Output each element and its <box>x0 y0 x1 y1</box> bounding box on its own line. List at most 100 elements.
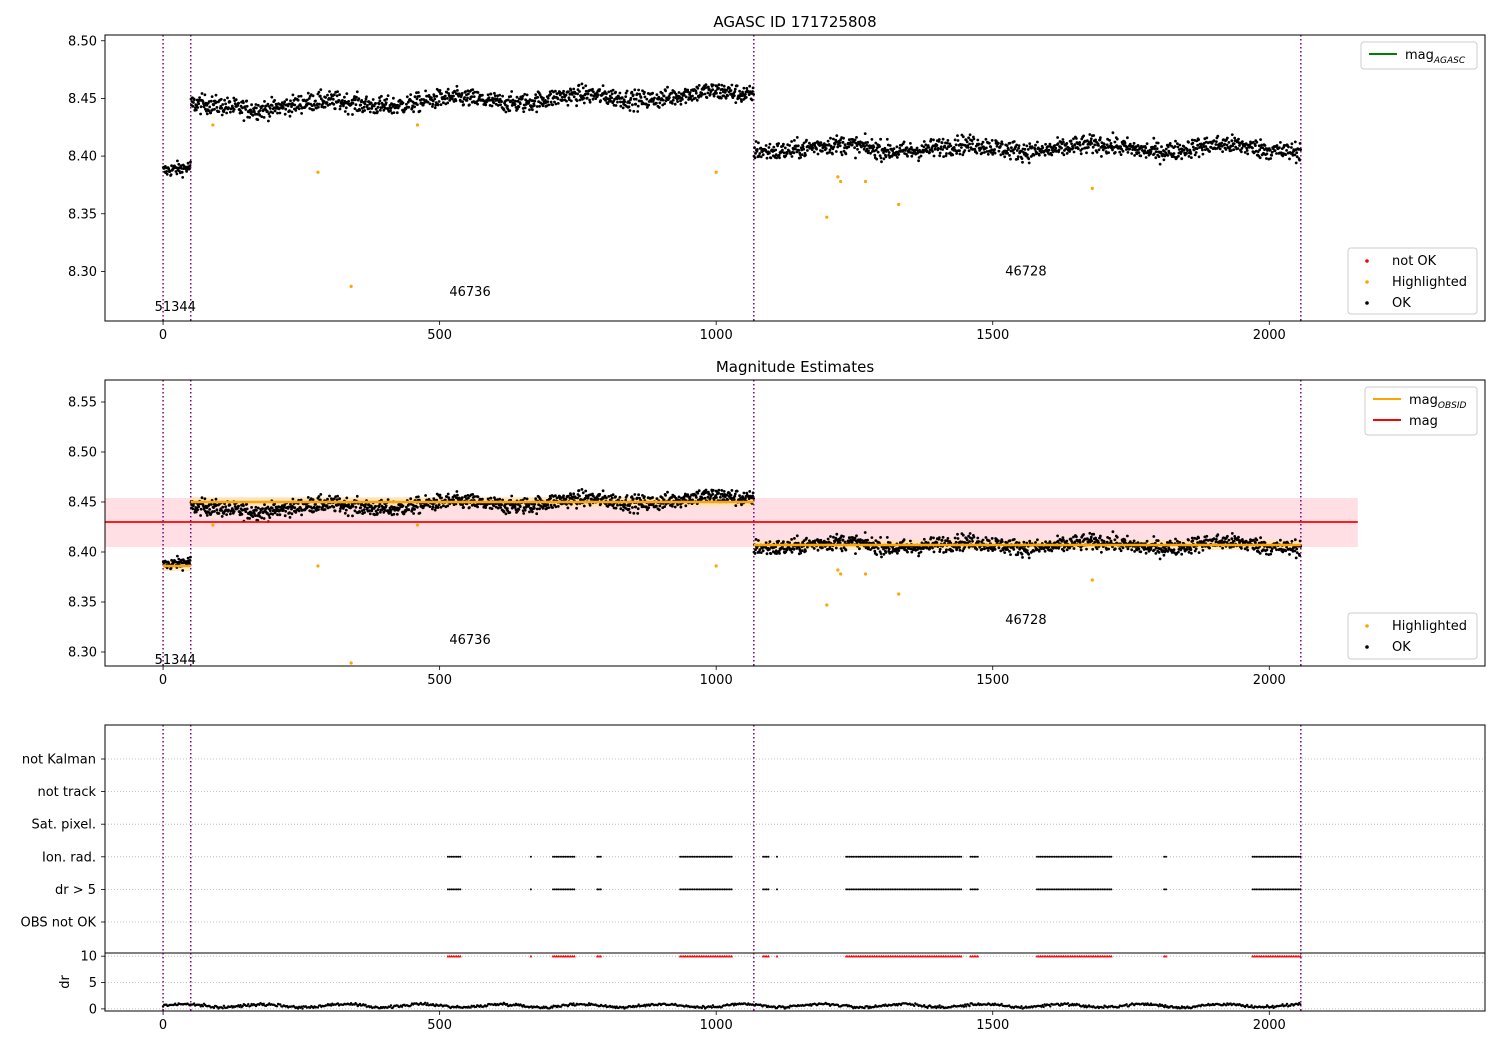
ok-point <box>788 144 791 147</box>
ok-point <box>670 504 674 508</box>
ok-point <box>284 107 288 111</box>
ok-point <box>1259 536 1262 540</box>
legend-label: not OK <box>1392 254 1437 269</box>
ok-point <box>731 96 735 99</box>
ok-point <box>1243 547 1247 551</box>
ok-point <box>1054 146 1058 150</box>
ok-point <box>511 98 515 102</box>
ok-point <box>1015 143 1019 147</box>
ok-point <box>1278 146 1281 150</box>
legend-label-text: OK <box>1392 640 1411 655</box>
flag-point <box>723 855 726 858</box>
ok-point <box>471 493 475 496</box>
ok-point <box>240 512 244 516</box>
ok-point <box>954 143 958 147</box>
ok-point <box>268 115 272 118</box>
ok-point <box>318 498 322 502</box>
ok-point <box>510 104 514 107</box>
flag-point <box>598 855 600 858</box>
ok-point <box>1187 155 1191 158</box>
ok-point <box>1240 147 1244 150</box>
ok-point <box>993 151 997 155</box>
flag-point <box>719 855 722 858</box>
highlighted-point <box>1090 186 1094 190</box>
ok-point <box>980 547 984 551</box>
ok-point <box>501 498 504 502</box>
ok-point <box>879 137 882 141</box>
ok-point <box>1263 541 1267 545</box>
ok-point <box>1232 142 1236 146</box>
ok-point <box>634 102 638 106</box>
ok-point <box>888 144 892 147</box>
ok-point <box>725 493 728 497</box>
ok-point <box>801 145 805 149</box>
ok-point <box>1290 146 1293 149</box>
ok-point <box>412 110 415 114</box>
ok-point <box>515 95 519 99</box>
ok-point <box>729 493 733 497</box>
ok-point <box>778 156 781 160</box>
legend-box <box>1347 247 1478 315</box>
ok-point <box>455 84 459 88</box>
flag-point <box>946 855 948 858</box>
ok-point <box>461 503 464 507</box>
ok-point <box>580 82 584 86</box>
ok-point <box>1145 539 1149 543</box>
ok-point <box>506 98 510 102</box>
ok-point <box>1152 548 1156 552</box>
ok-point <box>670 496 674 499</box>
ok-point <box>1056 534 1059 538</box>
flag-point <box>693 855 696 858</box>
ok-point <box>345 496 349 500</box>
ok-point <box>863 132 867 136</box>
ok-point <box>740 100 743 103</box>
flag-point <box>942 855 945 858</box>
ok-point <box>1174 139 1177 143</box>
ok-point <box>299 94 303 98</box>
ok-point <box>232 108 236 111</box>
ok-point <box>748 490 752 493</box>
ok-point <box>753 146 756 150</box>
flag-point <box>880 855 883 858</box>
ok-point <box>317 508 320 511</box>
ok-point <box>927 146 931 149</box>
ok-point <box>614 104 618 107</box>
ok-point <box>1255 538 1259 542</box>
ok-point <box>711 88 715 91</box>
ok-point <box>1009 553 1012 556</box>
ok-point <box>1091 145 1095 149</box>
ok-point <box>578 90 581 93</box>
ok-point <box>189 160 192 164</box>
ok-point <box>620 96 624 100</box>
ok-point <box>439 103 443 106</box>
ok-point <box>806 149 809 152</box>
ok-point <box>613 97 616 101</box>
ok-point <box>1298 554 1301 557</box>
ok-point <box>486 93 490 97</box>
ok-point <box>835 532 839 536</box>
ok-point <box>338 497 341 501</box>
ok-point <box>1137 151 1141 155</box>
ok-point <box>1190 536 1194 540</box>
ok-point <box>1115 535 1119 539</box>
ok-point <box>1036 140 1039 144</box>
ok-point <box>629 96 633 100</box>
ok-point <box>1214 540 1218 544</box>
x-tick-label: 1500 <box>976 328 1009 343</box>
ok-point <box>952 146 956 149</box>
ok-point <box>358 510 362 514</box>
ok-point <box>625 494 629 497</box>
ok-point <box>804 549 807 553</box>
ok-point <box>1229 545 1233 549</box>
ok-point <box>697 84 701 87</box>
ok-point <box>456 493 459 497</box>
ok-point <box>790 140 793 143</box>
ok-point <box>946 139 950 142</box>
ok-point <box>804 153 807 157</box>
ok-point <box>1099 534 1102 538</box>
flag-point <box>567 855 570 858</box>
ok-point <box>1263 144 1267 147</box>
flag-point <box>903 855 906 858</box>
flag-point <box>848 855 851 858</box>
ok-point <box>963 149 967 152</box>
